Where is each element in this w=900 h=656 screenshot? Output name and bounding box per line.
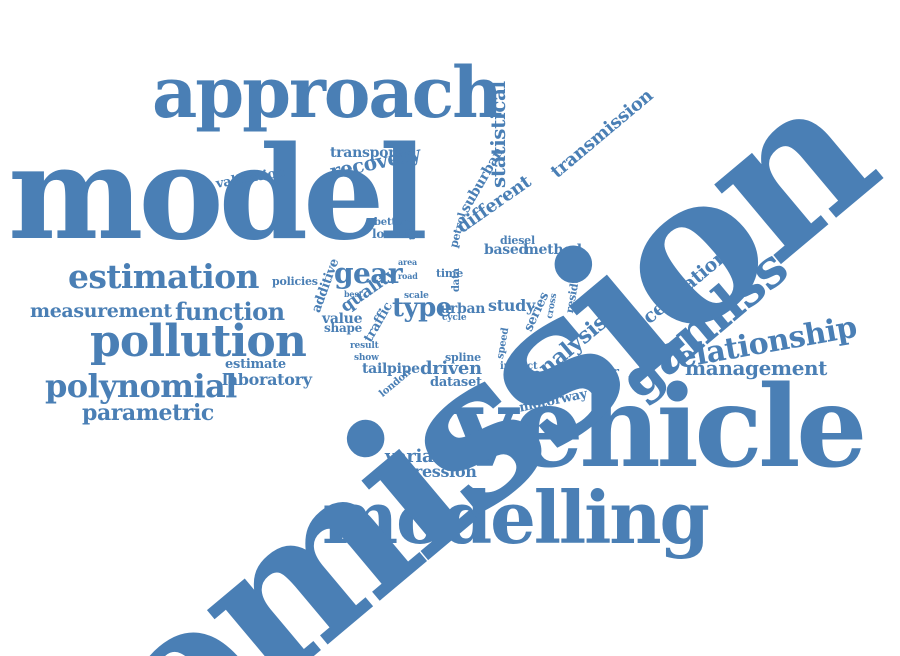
word-best: best [344,289,363,299]
word-function: function [175,297,285,326]
word-urban: urban [440,301,486,317]
word-modelling: modelling [322,475,710,560]
word-parametric: parametric [82,400,214,426]
word-scale: scale [404,291,429,301]
word-method: method [524,242,582,258]
word-measurement: measurement [30,300,172,322]
word-shape: shape [324,321,363,335]
word-laboratory: laboratory [222,370,312,389]
word-type: type [392,293,452,323]
word-estimation: estimation [68,257,260,296]
word-pollution: pollution [90,316,307,367]
word-impact: impact [500,361,538,372]
word-vehicle: vehicle [452,362,867,493]
word-driven: driven [420,358,482,379]
word-show: show [354,353,379,363]
word-time: time [436,267,464,280]
word-based: based [484,242,529,258]
word-transport: transport [330,145,402,161]
word-traffic: traffic [361,299,396,345]
word-variable: variable [385,446,464,467]
word-estimate: estimate [225,357,286,372]
word-polynomial: polynomial [45,367,237,405]
word-management: management [685,356,827,380]
word-total: total [407,219,417,240]
word-dataset: dataset [430,375,482,390]
word-model: model [8,119,428,269]
word-result: result [350,341,379,351]
word-diesel: diesel [500,234,535,247]
word-road: road [398,271,418,281]
word-regression: regression [385,462,477,481]
word-value: value [322,311,363,327]
word-transfer: transfer [562,365,619,380]
word-policies: policies [272,275,318,288]
word-location: location [372,227,425,241]
word-spline: spline [445,351,481,364]
word-area: area [398,257,418,267]
word-cycle: cycle [442,313,467,323]
word-gear: gear [334,257,403,290]
word-tailpipe: tailpipe [362,361,420,377]
word-study: study [488,296,535,315]
word-approach: approach [152,51,503,134]
word-better: better [374,217,408,228]
